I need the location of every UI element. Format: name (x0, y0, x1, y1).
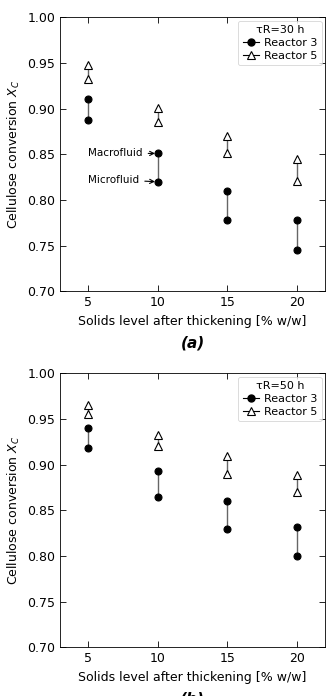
X-axis label: Solids level after thickening [% w/w]: Solids level after thickening [% w/w] (78, 315, 307, 328)
Text: (b): (b) (180, 691, 205, 696)
Legend: Reactor 3, Reactor 5: Reactor 3, Reactor 5 (238, 377, 322, 421)
Legend: Reactor 3, Reactor 5: Reactor 3, Reactor 5 (238, 21, 322, 65)
Text: Macrofluid: Macrofluid (88, 148, 154, 159)
Y-axis label: Cellulose conversion $X_C$: Cellulose conversion $X_C$ (6, 436, 22, 585)
Y-axis label: Cellulose conversion $X_C$: Cellulose conversion $X_C$ (6, 79, 22, 229)
Text: Microfluid: Microfluid (88, 175, 154, 185)
Text: (a): (a) (181, 335, 205, 350)
X-axis label: Solids level after thickening [% w/w]: Solids level after thickening [% w/w] (78, 671, 307, 683)
